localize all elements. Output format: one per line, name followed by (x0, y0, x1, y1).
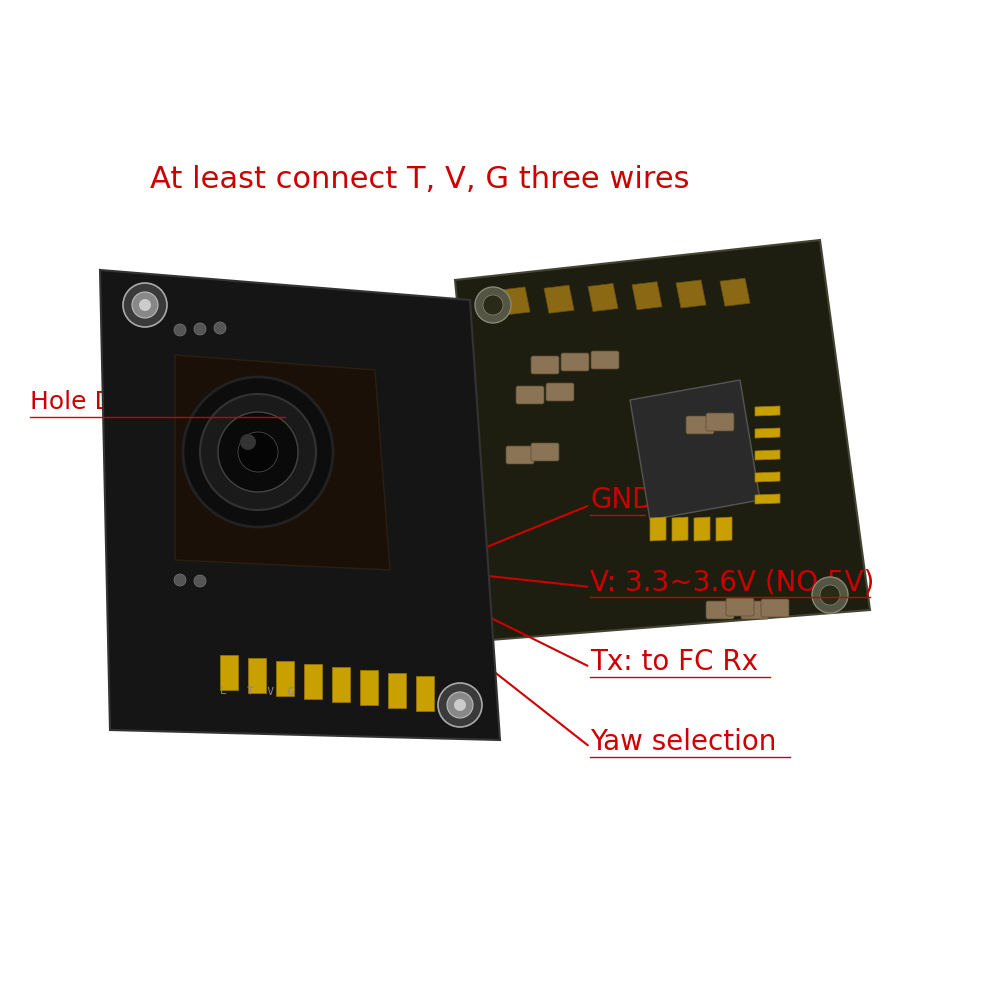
Circle shape (483, 295, 503, 315)
Polygon shape (100, 270, 500, 740)
FancyBboxPatch shape (761, 599, 789, 617)
Polygon shape (360, 670, 378, 705)
Polygon shape (755, 450, 780, 460)
Polygon shape (332, 667, 350, 702)
FancyBboxPatch shape (726, 598, 754, 616)
FancyBboxPatch shape (706, 413, 734, 431)
Circle shape (174, 324, 186, 336)
Text: V: 3.3~3.6V (NO 5V): V: 3.3~3.6V (NO 5V) (590, 568, 874, 596)
Polygon shape (388, 673, 406, 708)
Polygon shape (304, 664, 322, 699)
Polygon shape (716, 517, 732, 541)
Circle shape (214, 322, 226, 334)
Circle shape (200, 394, 316, 510)
Polygon shape (220, 655, 238, 690)
Polygon shape (755, 406, 780, 416)
Text: Yaw selection: Yaw selection (590, 728, 776, 756)
Polygon shape (416, 676, 434, 711)
Circle shape (240, 434, 256, 450)
Circle shape (174, 574, 186, 586)
Polygon shape (755, 428, 780, 438)
FancyBboxPatch shape (546, 383, 574, 401)
Polygon shape (588, 283, 618, 311)
Circle shape (194, 575, 206, 587)
Polygon shape (650, 517, 666, 541)
Text: L   T  V  G: L T V G (220, 686, 294, 697)
Circle shape (812, 577, 848, 613)
Polygon shape (455, 240, 870, 640)
Polygon shape (676, 280, 706, 308)
Polygon shape (544, 285, 574, 313)
Circle shape (238, 432, 278, 472)
Circle shape (447, 692, 473, 718)
FancyBboxPatch shape (741, 601, 769, 619)
Polygon shape (630, 380, 760, 520)
Polygon shape (500, 287, 530, 315)
FancyBboxPatch shape (686, 416, 714, 434)
Circle shape (218, 412, 298, 492)
Polygon shape (276, 661, 294, 696)
Circle shape (132, 292, 158, 318)
Polygon shape (175, 355, 390, 570)
FancyBboxPatch shape (506, 446, 534, 464)
FancyBboxPatch shape (516, 386, 544, 404)
Polygon shape (720, 278, 750, 306)
FancyBboxPatch shape (561, 353, 589, 371)
Circle shape (475, 287, 511, 323)
Circle shape (820, 585, 840, 605)
Polygon shape (248, 658, 266, 693)
Circle shape (454, 699, 466, 711)
FancyBboxPatch shape (531, 443, 559, 461)
Circle shape (194, 323, 206, 335)
Circle shape (438, 683, 482, 727)
Circle shape (123, 283, 167, 327)
Circle shape (139, 299, 151, 311)
Text: GND: GND (590, 486, 654, 514)
Polygon shape (672, 517, 688, 541)
Polygon shape (755, 494, 780, 504)
Text: Hole Dia. 1.5mm: Hole Dia. 1.5mm (30, 390, 240, 414)
FancyBboxPatch shape (531, 356, 559, 374)
Polygon shape (632, 282, 662, 310)
Circle shape (183, 377, 333, 527)
Polygon shape (694, 517, 710, 541)
FancyBboxPatch shape (706, 601, 734, 619)
Polygon shape (755, 472, 780, 482)
Text: Tx: to FC Rx: Tx: to FC Rx (590, 648, 758, 676)
Text: At least connect T, V, G three wires: At least connect T, V, G three wires (150, 165, 690, 194)
FancyBboxPatch shape (591, 351, 619, 369)
